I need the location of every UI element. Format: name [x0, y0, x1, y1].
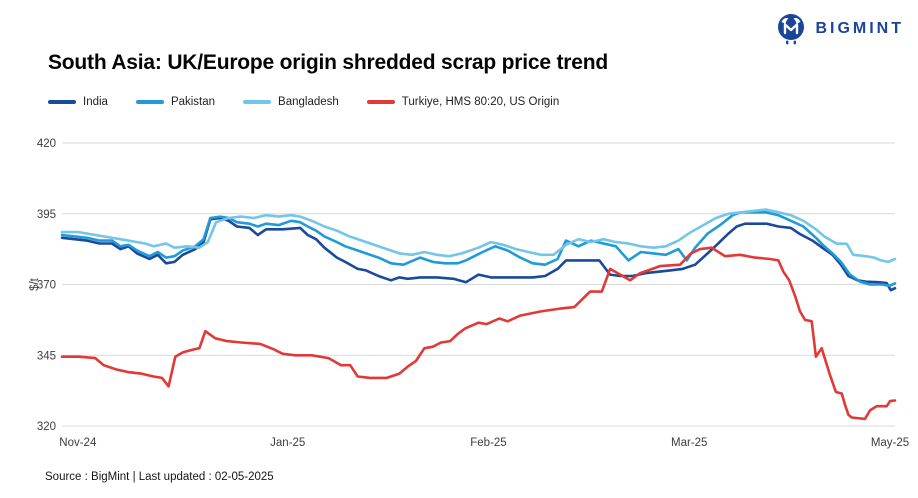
legend-item-pakistan: Pakistan	[135, 95, 216, 109]
legend-swatch-pakistan	[135, 100, 164, 104]
legend-item-turkiye: Turkiye, HMS 80:20, US Origin	[366, 95, 560, 109]
y-tick-label: 420	[37, 138, 56, 150]
legend-swatch-bangladesh	[243, 100, 272, 104]
legend-swatch-turkiye	[366, 100, 395, 104]
y-tick-label: 320	[37, 421, 56, 433]
legend-label-india: India	[83, 96, 108, 108]
x-tick-label: Jan-25	[270, 437, 305, 449]
x-tick-label: May-25	[871, 437, 909, 449]
series-line-india	[60, 216, 897, 292]
series-line-bangladesh	[60, 208, 897, 264]
chart-title: South Asia: UK/Europe origin shredded sc…	[48, 51, 608, 74]
y-axis-label: $/t	[29, 277, 41, 291]
legend-item-bangladesh: Bangladesh	[243, 95, 339, 109]
y-tick-label: 345	[37, 350, 56, 362]
x-tick-label: Mar-25	[671, 437, 707, 449]
bigmint-logo-icon	[778, 14, 805, 45]
legend-swatch-india	[48, 100, 76, 104]
legend-item-india: India	[48, 95, 108, 109]
bigmint-logo-text: BIGMINT	[815, 20, 904, 37]
y-tick-label: 395	[37, 209, 56, 221]
legend-label-turkiye: Turkiye, HMS 80:20, US Origin	[401, 96, 560, 108]
legend-label-bangladesh: Bangladesh	[278, 96, 339, 108]
chart-legend: India Pakistan Bangladesh Turkiye, HMS 8…	[48, 95, 559, 109]
legend-label-pakistan: Pakistan	[170, 96, 216, 108]
source-note: Source : BigMint | Last updated : 02-05-…	[45, 471, 274, 483]
bigmint-logo: BIGMINT	[775, 12, 904, 46]
series-line-turkiye-hms-80-20-us-origin	[60, 246, 897, 421]
x-tick-label: Nov-24	[59, 437, 97, 449]
x-tick-label: Feb-25	[470, 437, 506, 449]
y-tick-label: 370	[37, 280, 56, 292]
